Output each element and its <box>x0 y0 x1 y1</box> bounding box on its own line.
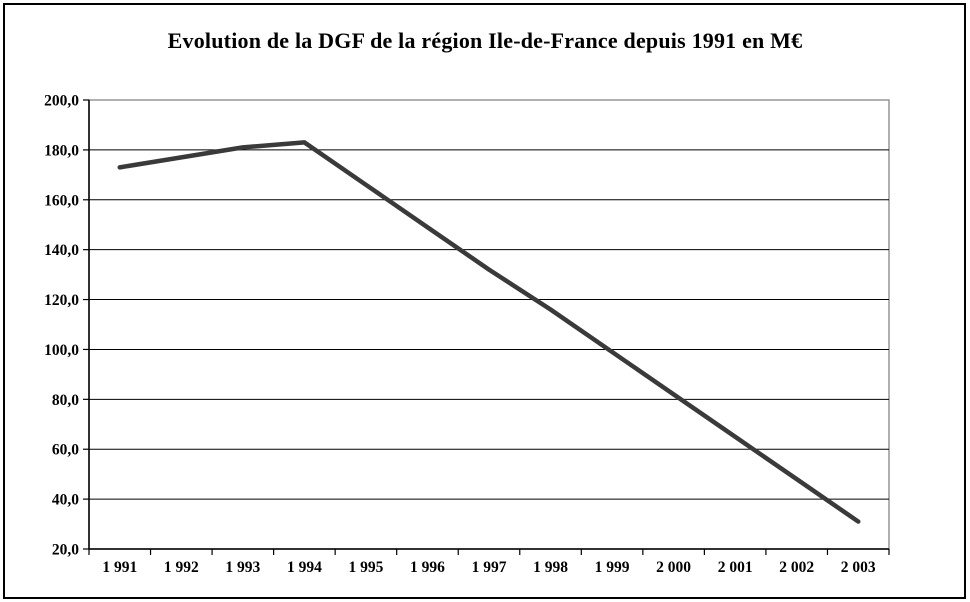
x-tick-label: 1 998 <box>533 559 568 576</box>
y-tick-label: 160,0 <box>44 192 79 209</box>
x-tick-label: 2 000 <box>656 559 691 576</box>
chart-title: Evolution de la DGF de la région Ile-de-… <box>167 28 803 53</box>
x-tick-label: 1 996 <box>410 559 445 576</box>
x-tick-label: 2 003 <box>841 559 876 576</box>
y-tick-label: 140,0 <box>44 242 79 259</box>
dgf-series-line <box>117 140 861 524</box>
x-tick-label: 1 997 <box>472 559 507 576</box>
y-tick-label: 20,0 <box>52 542 79 559</box>
x-tick-label: 2 001 <box>718 559 753 576</box>
y-tick-label: 200,0 <box>44 93 79 110</box>
x-tick-label: 1 994 <box>287 559 322 576</box>
y-tick-label: 80,0 <box>52 392 79 409</box>
y-tick-label: 40,0 <box>52 492 79 509</box>
x-tick-label: 1 999 <box>595 559 630 576</box>
x-tick-label: 1 993 <box>225 559 260 576</box>
plot-area-border <box>88 99 890 550</box>
y-tick-label: 60,0 <box>52 442 79 459</box>
y-tick-label: 100,0 <box>44 342 79 359</box>
x-tick-label: 1 995 <box>348 559 383 576</box>
y-tick-label: 180,0 <box>44 142 79 159</box>
x-tick-label: 1 991 <box>102 559 137 576</box>
y-tick-label: 120,0 <box>44 292 79 309</box>
x-tick-label: 2 002 <box>779 559 814 576</box>
x-tick-label: 1 992 <box>164 559 199 576</box>
